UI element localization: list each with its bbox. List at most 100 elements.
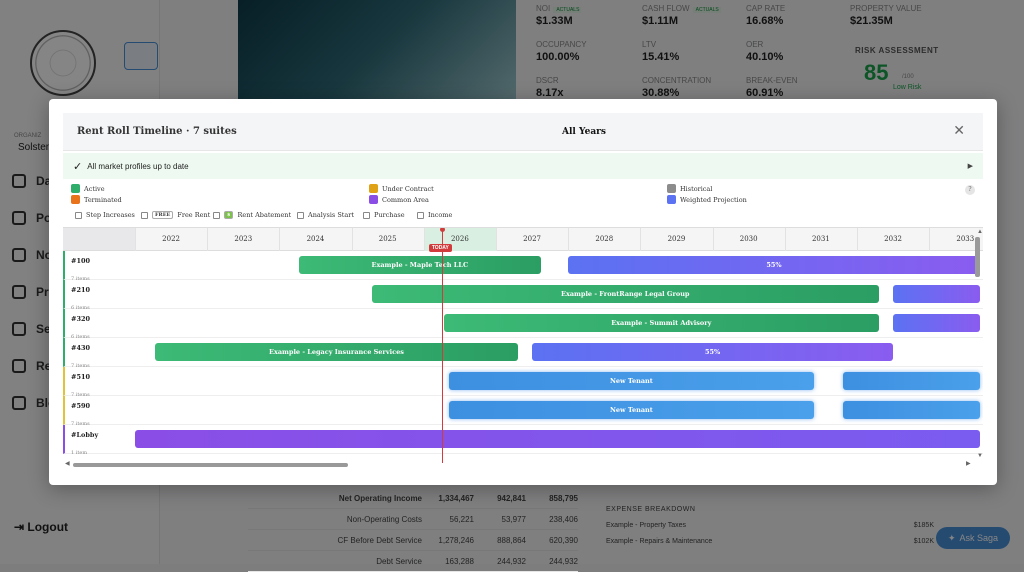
legend-label: Under Contract xyxy=(382,184,434,193)
toggle-checkbox[interactable]: FREE Free Rent xyxy=(141,211,210,219)
lease-bar[interactable]: Example - FrontRange Legal Group xyxy=(371,285,879,303)
suite-items: 7 items xyxy=(71,363,90,369)
toggle-chip: FREE xyxy=(152,211,174,219)
period-selector[interactable]: All Years xyxy=(562,127,606,137)
row-label: CF Before Debt Service xyxy=(337,535,422,545)
today-line xyxy=(441,228,444,463)
lease-bar[interactable]: Example - Summit Advisory xyxy=(444,314,879,332)
checkbox-box[interactable] xyxy=(297,211,304,219)
portfolio-icon xyxy=(12,211,26,225)
chart-view-button[interactable] xyxy=(124,42,158,70)
scroll-right-icon[interactable]: ▶ xyxy=(966,461,971,467)
lease-bar[interactable] xyxy=(842,401,980,419)
toggle-checkbox[interactable]: $ Rent Abatement xyxy=(213,211,291,219)
horizontal-scroll-thumb[interactable] xyxy=(73,463,348,467)
kpi-label: PROPERTY VALUE xyxy=(850,4,922,13)
checkbox-box[interactable] xyxy=(213,211,220,219)
ask-saga-button[interactable]: ✦ Ask Saga xyxy=(936,527,1010,549)
property-image xyxy=(238,0,516,100)
legend-swatch xyxy=(369,195,378,204)
toggle-chip: $ xyxy=(224,211,234,219)
lease-bar[interactable]: 55% xyxy=(532,343,894,361)
kpi-label: CAP RATE xyxy=(746,4,786,13)
risk-score: 85 xyxy=(864,60,889,85)
help-icon[interactable]: ? xyxy=(965,185,975,195)
year-divider xyxy=(135,228,136,251)
kpi-value: 100.00% xyxy=(536,51,580,63)
suite-id: #430 xyxy=(71,344,91,352)
close-icon[interactable]: ✕ xyxy=(953,122,965,138)
legend-swatch xyxy=(369,184,378,193)
expense-label: Example - Repairs & Maintenance xyxy=(606,538,713,545)
gear-icon xyxy=(12,322,26,336)
row-value: 1,278,246 xyxy=(438,535,474,545)
suite-id: #510 xyxy=(71,373,91,381)
market-status-banner[interactable]: ✓ All market profiles up to date ▶ xyxy=(63,153,983,179)
checkbox-box[interactable] xyxy=(75,211,82,219)
kpi-value: 30.88% xyxy=(642,87,680,99)
checkbox-box[interactable] xyxy=(141,211,148,219)
legend-item: Weighted Projection xyxy=(667,195,747,204)
suite-label: #320 6 items xyxy=(63,309,135,340)
expense-row: Example - Property Taxes $185K xyxy=(606,522,934,529)
scroll-down-icon[interactable]: ▼ xyxy=(977,453,983,459)
suite-id: #100 xyxy=(71,257,91,265)
suite-label: #Lobby 1 item xyxy=(63,425,135,456)
kpi-value: 8.17x xyxy=(536,87,564,99)
toggle-checkbox[interactable]: Income xyxy=(417,211,452,219)
kpi-label: OER xyxy=(746,40,764,49)
suite-items: 7 items xyxy=(71,392,90,398)
checkbox-box[interactable] xyxy=(417,211,424,219)
year-divider xyxy=(568,228,570,251)
horizontal-scrollbar[interactable]: ◀ ▶ xyxy=(63,459,983,469)
toggle-checkbox[interactable]: Purchase xyxy=(363,211,405,219)
scroll-left-icon[interactable]: ◀ xyxy=(65,461,70,467)
lease-bar[interactable]: Example - Legacy Insurance Services xyxy=(155,343,518,361)
org-name: Solsten xyxy=(18,142,52,153)
profile-icon xyxy=(12,285,26,299)
kpi-value: 16.68% xyxy=(746,15,784,27)
suite-items: 6 items xyxy=(71,305,90,311)
legend-label: Active xyxy=(84,184,105,193)
lease-bar[interactable]: New Tenant xyxy=(449,401,814,419)
year-divider xyxy=(784,228,786,251)
year-label: 2027 xyxy=(523,235,541,243)
table-row: CF Before Debt Service 1,278,246 888,864 62… xyxy=(248,530,578,551)
rent-roll-modal: Rent Roll Timeline · 7 suites All Years … xyxy=(49,99,997,485)
kpi-card: DSCR 8.17x xyxy=(536,76,564,99)
toggle-checkbox[interactable]: Step Increases xyxy=(75,211,135,219)
check-icon: ✓ xyxy=(73,160,83,173)
legend-item: Historical xyxy=(667,184,712,193)
suite-id: #Lobby xyxy=(71,431,99,439)
year-divider xyxy=(351,228,353,251)
org-label: ORGANIZ xyxy=(14,133,42,139)
year-divider xyxy=(207,228,209,251)
lease-bar[interactable] xyxy=(135,430,980,448)
lease-bar[interactable]: 55% xyxy=(568,256,980,274)
vertical-scrollbar[interactable] xyxy=(975,237,980,277)
table-row: Non-Operating Costs 56,221 53,977 238,406 xyxy=(248,509,578,530)
year-divider xyxy=(929,228,931,251)
lease-bar[interactable] xyxy=(842,372,980,390)
bell-icon xyxy=(12,248,26,262)
kpi-value: $1.11M xyxy=(642,15,679,27)
organization-logo xyxy=(30,30,96,96)
scroll-up-icon[interactable]: ▲ xyxy=(977,229,983,235)
checkbox-box[interactable] xyxy=(363,211,370,219)
toggle-checkbox[interactable]: Analysis Start xyxy=(297,211,354,219)
lease-bar[interactable]: Example - Maple Tech LLC xyxy=(298,256,541,274)
timeline-grid: 2022 2023 2024 2025 2026 2027 2028 2029 2030 2031… xyxy=(63,227,983,465)
sparkle-icon: ✦ xyxy=(947,532,956,543)
lease-bar[interactable]: New Tenant xyxy=(449,372,814,390)
modal-title: Rent Roll Timeline · 7 suites xyxy=(77,126,237,137)
expand-arrow-icon[interactable]: ▶ xyxy=(967,163,973,170)
lease-bar[interactable] xyxy=(893,314,980,332)
lease-bar[interactable] xyxy=(893,285,980,303)
year-header: 2022 2023 2024 2025 2026 2027 2028 2029 2030 2031… xyxy=(135,228,983,251)
suite-label: #510 7 items xyxy=(63,367,135,398)
row-value: 858,795 xyxy=(549,493,578,503)
logout-button[interactable]: ⇥ Logout xyxy=(14,520,69,534)
year-label: 2030 xyxy=(739,235,758,243)
toggle-label: Income xyxy=(428,211,453,219)
expense-title: EXPENSE BREAKDOWN xyxy=(606,506,696,513)
